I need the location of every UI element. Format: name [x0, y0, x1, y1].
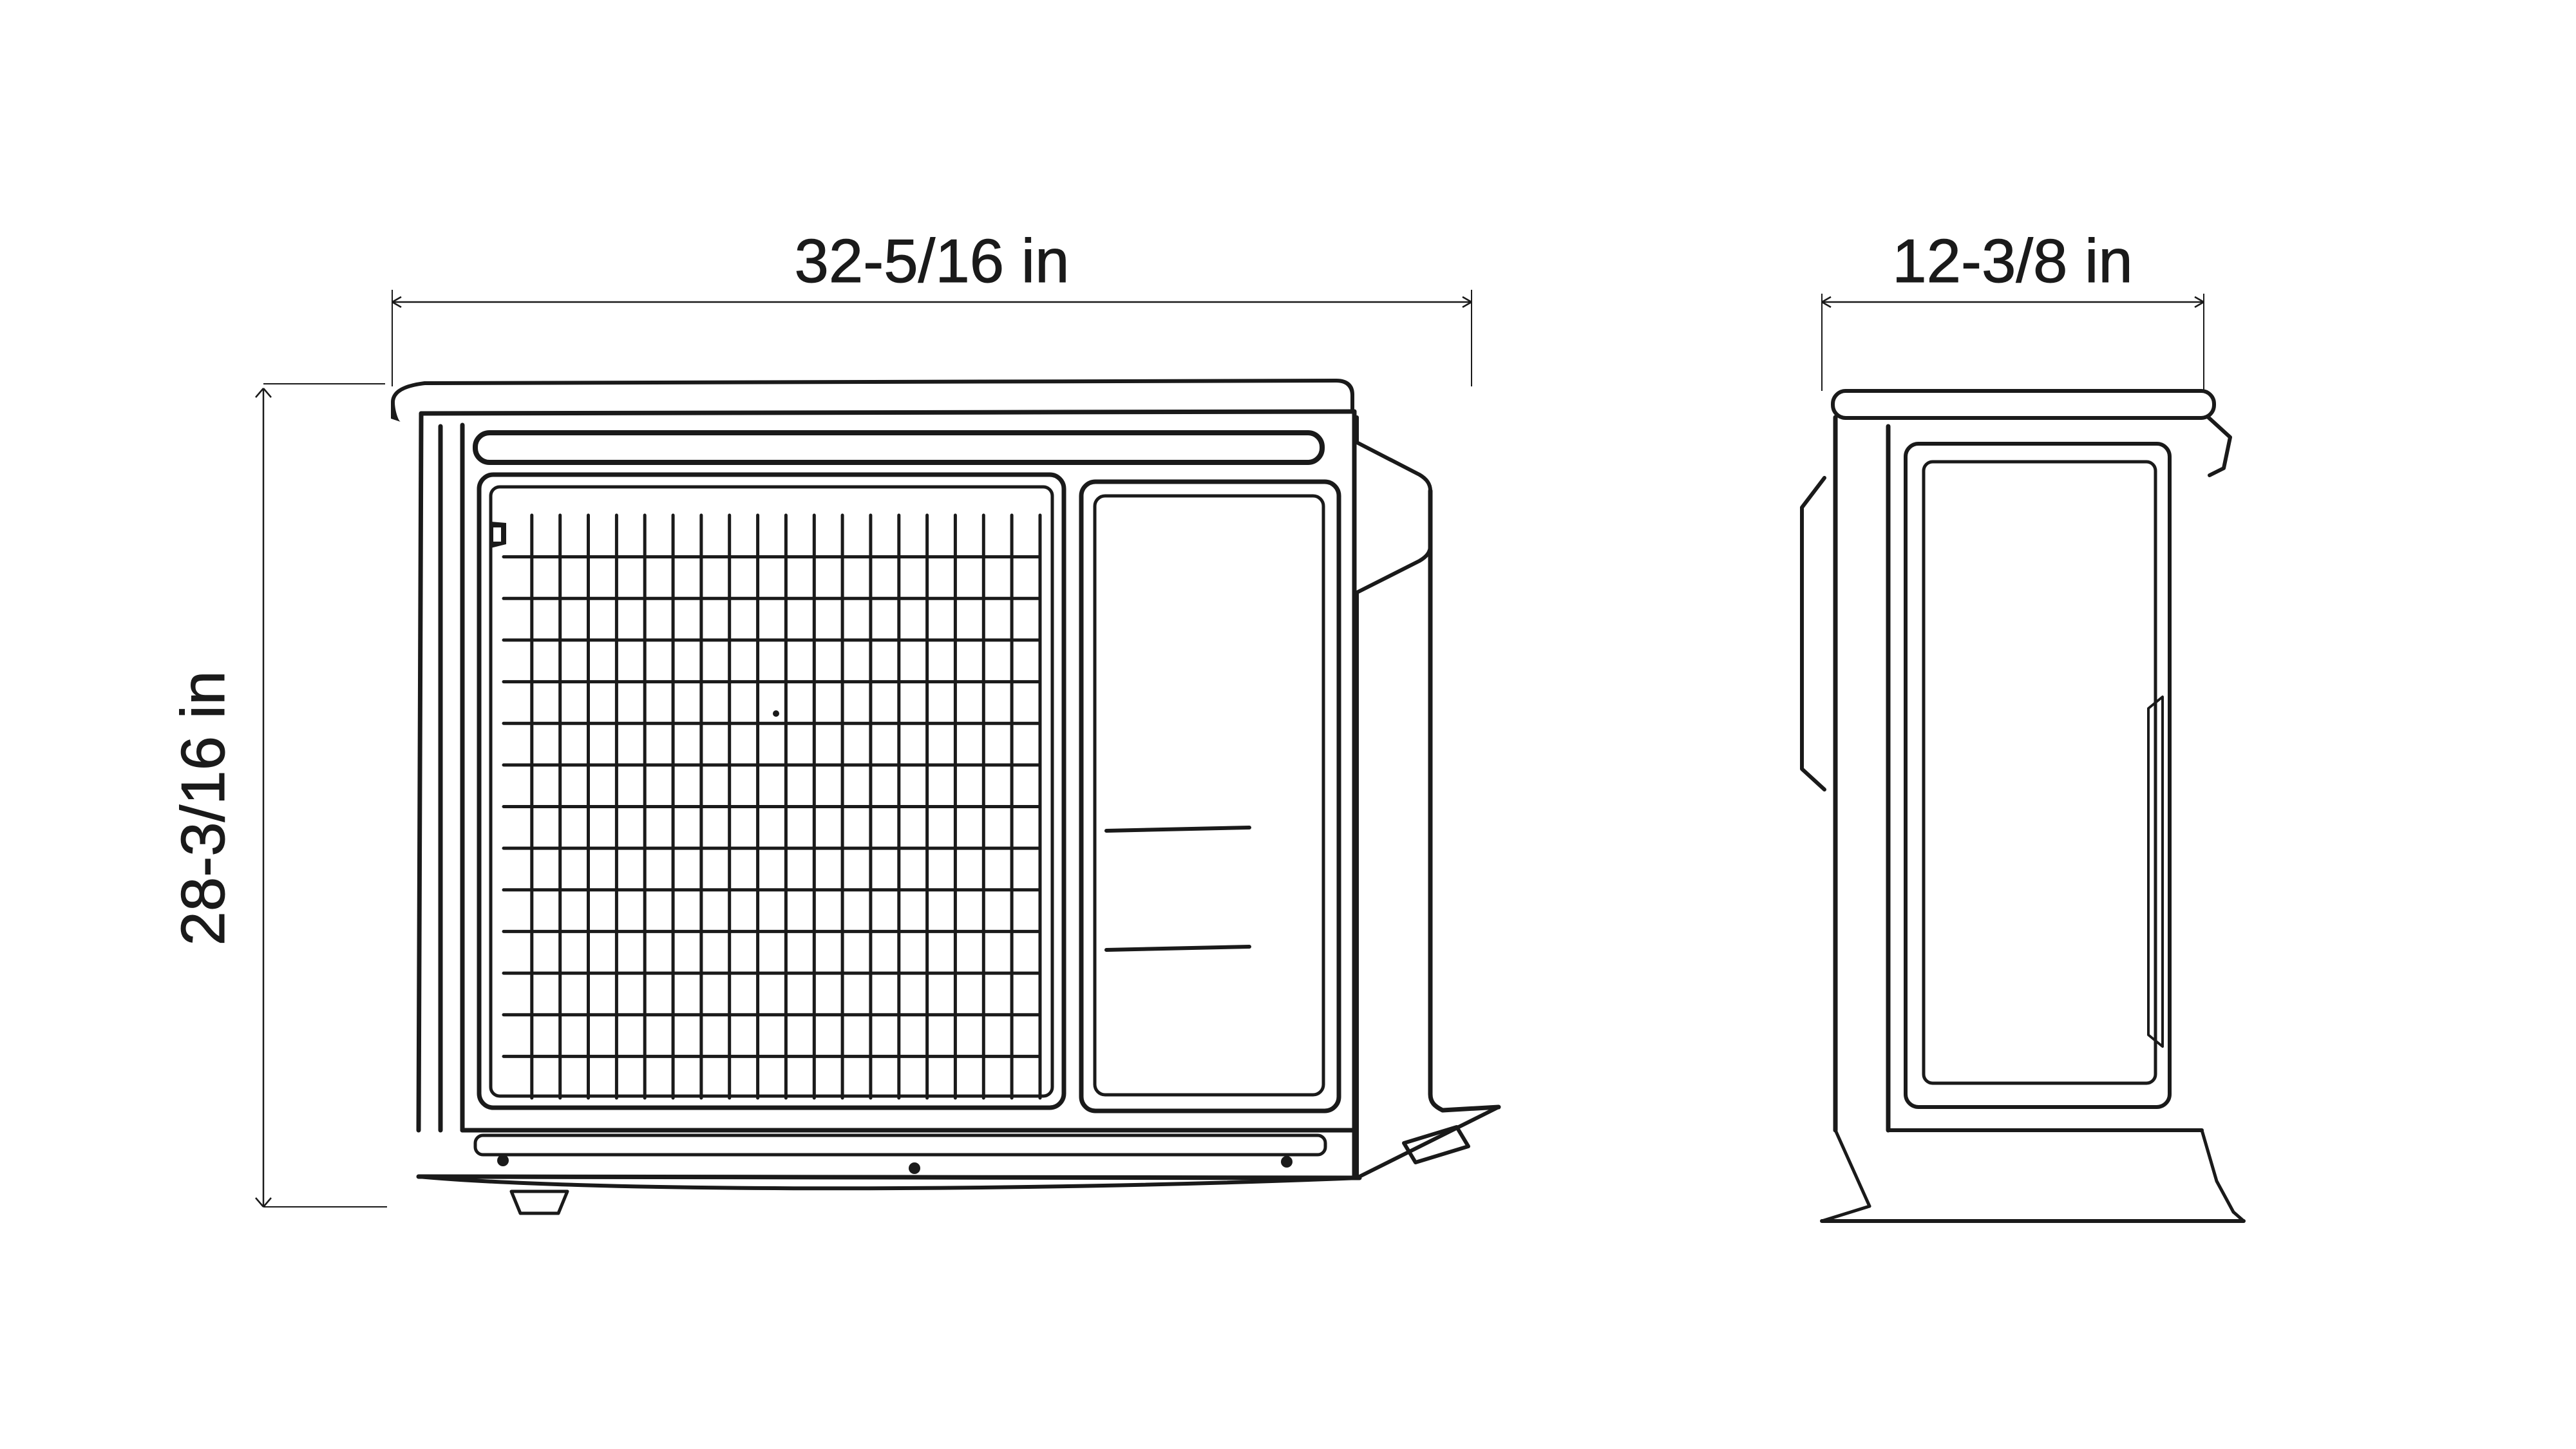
svg-text:12-3/8 in: 12-3/8 in — [1892, 227, 2133, 296]
svg-text:32-5/16 in: 32-5/16 in — [795, 227, 1070, 296]
svg-text:28-3/16 in: 28-3/16 in — [169, 671, 238, 946]
